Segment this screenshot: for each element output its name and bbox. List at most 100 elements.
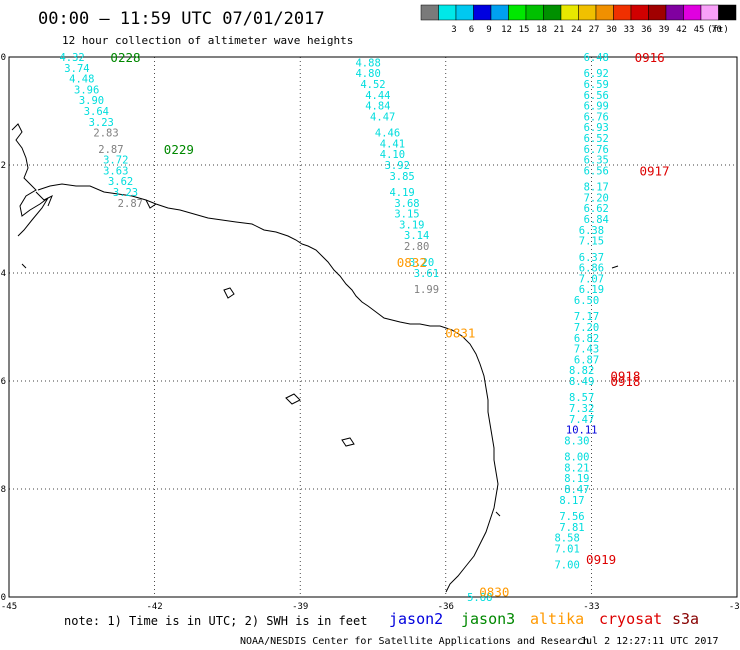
colorbar-label: 39 — [659, 25, 670, 35]
colorbar-label: 18 — [536, 25, 547, 35]
wave-height-value: 4.84 — [365, 101, 390, 113]
colorbar-label: 33 — [624, 25, 635, 35]
wave-height-value: 7.17 — [574, 311, 599, 323]
colorbar-label: 36 — [641, 25, 652, 35]
latitude-ticks: 0 -2 -4 -6 -8 -10 — [0, 53, 6, 603]
wave-height-value: 7.20 — [574, 322, 599, 334]
wave-height-value: 7.07 — [579, 273, 604, 285]
wave-height-value: 6.93 — [584, 122, 609, 134]
pass-time-label: 0229 — [164, 142, 194, 157]
wave-height-value: 4.19 — [389, 187, 414, 199]
wave-height-value: 6.35 — [584, 155, 609, 167]
pass-time-label: 0918 — [610, 374, 640, 389]
colorbar-label: 24 — [571, 25, 582, 35]
wave-height-value: 10.11 — [566, 425, 598, 437]
wave-height-value: 6.82 — [574, 333, 599, 345]
pass-time-label: 0917 — [639, 163, 669, 178]
wave-height-value: 3.92 — [385, 160, 410, 172]
wave-height-value: 2.80 — [404, 241, 429, 253]
wave-height-value: 8.82 — [569, 365, 594, 377]
graticule — [9, 57, 737, 597]
page-title: 00:00 – 11:59 UTC 07/01/2017 — [38, 9, 325, 29]
wave-height-value: 3.72 — [103, 155, 128, 167]
colorbar-label: 12 — [501, 25, 512, 35]
altimeter-tracks: 4.323.744.483.963.903.643.232.832.873.72… — [59, 50, 669, 604]
wave-height-value: 4.32 — [59, 52, 84, 64]
wave-height-value: 2.87 — [98, 144, 123, 156]
colorbar-swatch — [595, 4, 614, 21]
colorbar-label: 45 — [694, 25, 705, 35]
colorbar-swatch — [508, 4, 527, 21]
wave-height-value: 6.52 — [584, 133, 609, 145]
wave-height-value: 3.68 — [394, 198, 419, 210]
colorbar-swatch — [438, 4, 457, 21]
legend-note: note: 1) Time is in UTC; 2) SWH is in fe… — [64, 614, 367, 628]
wave-height-value: 8.58 — [554, 533, 579, 545]
wave-height-value: 3.90 — [79, 95, 104, 107]
wave-height-value: 3.20 — [409, 257, 434, 269]
pass-time-label: 0918 — [610, 369, 640, 384]
wave-height-value: 6.56 — [584, 165, 609, 177]
wave-height-value: 6.62 — [584, 203, 609, 215]
satellite-legend: jason2 jason3 altika cryosat s3a — [389, 610, 699, 628]
footer-credit: NOAA/NESDIS Center for Satellite Applica… — [240, 636, 589, 647]
wave-height-value: 3.96 — [74, 84, 99, 96]
legend-s3a: s3a — [672, 610, 699, 628]
wave-height-value: 4.88 — [355, 57, 380, 69]
wave-height-value: 6.99 — [584, 101, 609, 113]
y-tick-label: 0 — [1, 53, 6, 63]
colorbar-label: 30 — [606, 25, 617, 35]
wave-height-value: 4.52 — [360, 79, 385, 91]
colorbar-swatch — [473, 4, 492, 21]
wave-height-value: 6.56 — [584, 90, 609, 102]
y-tick-label: -2 — [0, 161, 6, 171]
wave-height-value: 3.23 — [113, 187, 138, 199]
track-cryosat: 6.486.926.596.566.996.766.936.526.766.35… — [554, 50, 669, 572]
colorbar-swatch — [560, 4, 579, 21]
y-tick-label: -4 — [0, 269, 6, 279]
wave-height-value: 4.47 — [370, 111, 395, 123]
longitude-ticks: -45 -42 -39 -36 -33 -30 — [1, 602, 740, 612]
wave-height-value: 8.17 — [584, 182, 609, 194]
pass-time-label: 0916 — [635, 50, 665, 65]
colorbar-swatch — [578, 4, 597, 21]
wave-height-value: 2.83 — [93, 128, 118, 140]
wave-height-value: 6.84 — [584, 214, 609, 226]
coastline — [11, 123, 619, 593]
colorbar-swatch — [490, 4, 509, 21]
colorbar-label: 6 — [469, 25, 474, 35]
x-tick-label: -45 — [1, 602, 17, 612]
x-tick-label: -33 — [583, 602, 599, 612]
wave-height-value: 6.59 — [584, 79, 609, 91]
wave-height-value: 8.19 — [564, 473, 589, 485]
wave-height-value: 6.50 — [574, 295, 599, 307]
wave-height-value: 7.32 — [569, 403, 594, 415]
wave-height-value: 8.49 — [569, 376, 594, 388]
colorbar-swatch — [683, 4, 702, 21]
wave-height-value: 6.19 — [579, 284, 604, 296]
wave-height-value: 3.63 — [103, 165, 128, 177]
wave-height-value: 3.85 — [389, 171, 414, 183]
colorbar-swatch — [700, 4, 719, 21]
wave-height-value: 6.86 — [579, 263, 604, 275]
wave-height-value: 6.92 — [584, 68, 609, 80]
colorbar-label: 9 — [486, 25, 491, 35]
colorbar-label: 27 — [589, 25, 600, 35]
wave-height-value: 3.15 — [394, 209, 419, 221]
wave-height-value: 3.23 — [89, 117, 114, 129]
wave-height-value: 7.47 — [569, 414, 594, 426]
wave-height-value: 7.43 — [574, 344, 599, 356]
page-subtitle: 12 hour collection of altimeter wave hei… — [62, 34, 353, 47]
wave-height-value: 4.80 — [355, 68, 380, 80]
pass-time-label: 0832 — [397, 255, 427, 270]
wave-height-value: 8.17 — [559, 495, 584, 507]
wave-height-value: 4.10 — [380, 149, 405, 161]
pass-time-label: 0919 — [586, 552, 616, 567]
wave-height-value: 6.76 — [584, 111, 609, 123]
colorbar-swatch — [718, 4, 737, 21]
legend-cryosat: cryosat — [599, 610, 662, 628]
colorbar-swatch — [455, 4, 474, 21]
colorbar-swatch — [648, 4, 667, 21]
colorbar-swatch — [420, 4, 439, 21]
